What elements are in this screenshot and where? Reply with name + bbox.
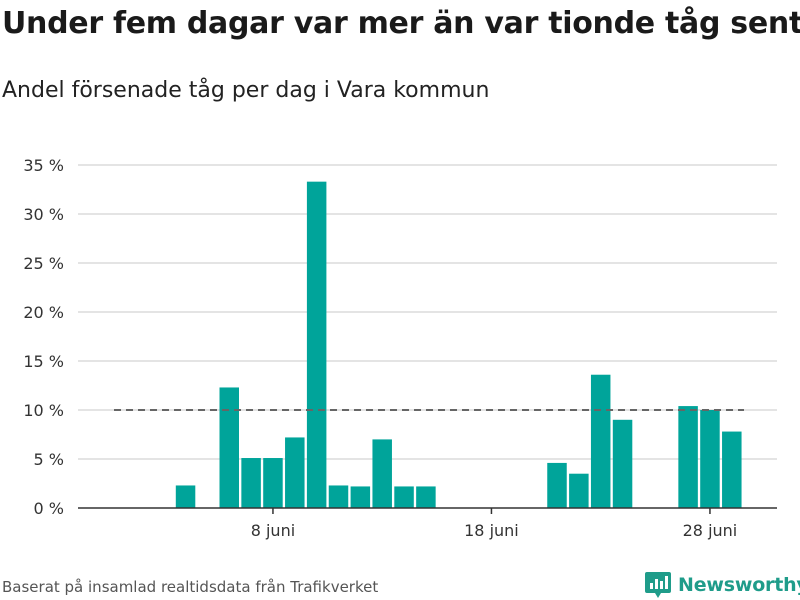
y-tick-label: 0 %: [34, 499, 64, 518]
chart-title: Under fem dagar var mer än var tionde tå…: [2, 6, 800, 41]
bars: [175, 181, 742, 508]
source-note: Baserat på insamlad realtidsdata från Tr…: [2, 578, 379, 596]
y-tick-label: 20 %: [23, 303, 64, 322]
bar: [372, 439, 392, 508]
y-tick-label: 5 %: [34, 450, 64, 469]
bar: [612, 419, 633, 508]
brand-logo[interactable]: Newsworthy: [644, 570, 800, 600]
x-tick-label: 8 juni: [251, 521, 295, 540]
bar-chart: 0 % 5 % 10 % 15 % 20 % 25 % 30 % 35 % 8 juni 18 …: [23, 156, 777, 540]
bar: [569, 473, 589, 508]
bar: [219, 387, 239, 508]
y-tick-label: 35 %: [23, 156, 64, 175]
brand-name: Newsworthy: [678, 574, 800, 596]
bar: [241, 458, 261, 508]
bar: [547, 462, 567, 508]
bar: [590, 374, 611, 508]
y-tick-labels: 0 % 5 % 10 % 15 % 20 % 25 % 30 % 35 %: [23, 156, 64, 518]
bar: [394, 486, 414, 508]
bar: [700, 410, 720, 508]
y-tick-label: 15 %: [23, 352, 64, 371]
bar: [285, 437, 305, 508]
brand-logo-icon: [645, 572, 671, 598]
bar: [722, 431, 742, 508]
bar: [416, 486, 436, 508]
bar: [678, 406, 698, 508]
bar: [350, 486, 371, 508]
bar: [306, 181, 327, 508]
bar: [263, 458, 283, 508]
y-tick-label: 30 %: [23, 205, 64, 224]
bar: [328, 485, 349, 508]
x-tick-label: 18 juni: [464, 521, 519, 540]
bar: [175, 485, 196, 508]
y-tick-label: 25 %: [23, 254, 64, 273]
gridlines: [78, 164, 777, 460]
chart-subtitle: Andel försenade tåg per dag i Vara kommu…: [2, 78, 490, 103]
x-tick-label: 28 juni: [683, 521, 738, 540]
x-ticks: 8 juni 18 juni 28 juni: [251, 508, 738, 540]
y-tick-label: 10 %: [23, 401, 64, 420]
